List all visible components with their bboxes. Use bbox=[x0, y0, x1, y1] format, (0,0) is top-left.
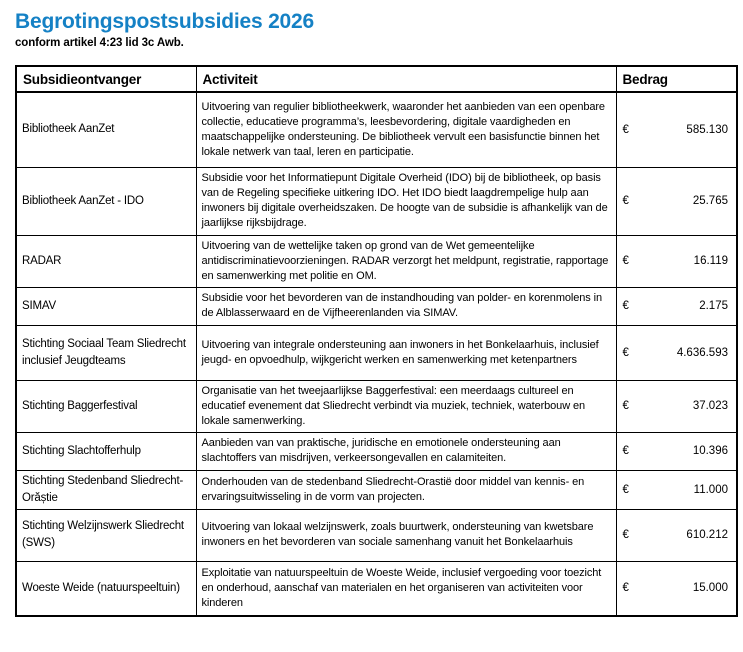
activity-cell: Uitvoering van integrale ondersteuning a… bbox=[195, 324, 617, 381]
amount-cell: € 11.000 bbox=[615, 469, 738, 510]
currency-symbol: € bbox=[622, 400, 629, 413]
recipient-cell: Bibliotheek AanZet bbox=[15, 91, 197, 168]
table-row: Stichting Sociaal Team Sliedrecht inclus… bbox=[15, 324, 738, 381]
amount-value: 37.023 bbox=[692, 400, 728, 413]
currency-symbol: € bbox=[622, 123, 629, 136]
recipient-cell: SIMAV bbox=[15, 286, 197, 326]
table-row: Stichting Baggerfestival Organisatie van… bbox=[15, 379, 738, 433]
activity-cell: Subsidie voor het bevorderen van de inst… bbox=[195, 286, 617, 326]
activity-cell: Subsidie voor het Informatiepunt Digital… bbox=[195, 166, 617, 236]
currency-symbol: € bbox=[622, 445, 629, 458]
amount-cell: € 610.212 bbox=[615, 508, 738, 562]
recipient-cell: Stichting Slachtofferhulp bbox=[15, 431, 197, 471]
table-row: Bibliotheek AanZet - IDO Subsidie voor h… bbox=[15, 166, 738, 236]
amount-cell: € 10.396 bbox=[615, 431, 738, 471]
recipient-cell: Woeste Weide (natuurspeeltuin) bbox=[15, 560, 197, 617]
activity-cell: Uitvoering van de wettelijke taken op gr… bbox=[195, 234, 617, 288]
amount-cell: € 15.000 bbox=[615, 560, 738, 617]
header-recipient: Subsidieontvanger bbox=[15, 65, 197, 94]
table-body: Bibliotheek AanZet Uitvoering van reguli… bbox=[15, 91, 738, 617]
activity-cell: Uitvoering van regulier bibliotheekwerk,… bbox=[195, 91, 617, 168]
recipient-cell: Stichting Stedenband Sliedrecht- Orăștie bbox=[15, 469, 197, 510]
activity-cell: Organisatie van het tweejaarlijkse Bagge… bbox=[195, 379, 617, 433]
header-amount: Bedrag bbox=[615, 65, 738, 94]
amount-value: 2.175 bbox=[699, 300, 728, 313]
table-header-row: Subsidieontvanger Activiteit Bedrag bbox=[15, 65, 738, 94]
currency-symbol: € bbox=[622, 582, 629, 595]
activity-cell: Onderhouden van de stedenband Sliedrecht… bbox=[195, 469, 617, 510]
amount-cell: € 37.023 bbox=[615, 379, 738, 433]
currency-symbol: € bbox=[622, 255, 629, 268]
amount-value: 11.000 bbox=[693, 483, 728, 496]
recipient-cell: Stichting Sociaal Team Sliedrecht inclus… bbox=[15, 324, 197, 381]
page-subtitle: conform artikel 4:23 lid 3c Awb. bbox=[15, 37, 184, 50]
amount-cell: € 585.130 bbox=[615, 91, 738, 168]
table-row: Stichting Stedenband Sliedrecht- Orăștie… bbox=[15, 469, 738, 510]
amount-value: 16.119 bbox=[693, 255, 728, 268]
table-row: Woeste Weide (natuurspeeltuin) Exploitat… bbox=[15, 560, 738, 617]
currency-symbol: € bbox=[622, 346, 629, 359]
table-row: Bibliotheek AanZet Uitvoering van reguli… bbox=[15, 91, 738, 168]
amount-cell: € 4.636.593 bbox=[615, 324, 738, 381]
currency-symbol: € bbox=[622, 195, 629, 208]
activity-cell: Exploitatie van natuurspeeltuin de Woest… bbox=[195, 560, 617, 617]
amount-cell: € 16.119 bbox=[615, 234, 738, 288]
table-row: SIMAV Subsidie voor het bevorderen van d… bbox=[15, 286, 738, 326]
recipient-cell: Bibliotheek AanZet - IDO bbox=[15, 166, 197, 236]
table-row: Stichting Welzijnswerk Sliedrecht (SWS) … bbox=[15, 508, 738, 562]
table-row: RADAR Uitvoering van de wettelijke taken… bbox=[15, 234, 738, 288]
recipient-cell: Stichting Welzijnswerk Sliedrecht (SWS) bbox=[15, 508, 197, 562]
amount-cell: € 2.175 bbox=[615, 286, 738, 326]
currency-symbol: € bbox=[622, 529, 629, 542]
recipient-cell: RADAR bbox=[15, 234, 197, 288]
amount-value: 10.396 bbox=[692, 445, 728, 458]
amount-value: 585.130 bbox=[686, 123, 728, 136]
amount-value: 15.000 bbox=[692, 582, 728, 595]
activity-cell: Aanbieden van van praktische, juridische… bbox=[195, 431, 617, 471]
amount-cell: € 25.765 bbox=[615, 166, 738, 236]
currency-symbol: € bbox=[622, 483, 629, 496]
amount-value: 610.212 bbox=[686, 529, 728, 542]
currency-symbol: € bbox=[622, 300, 629, 313]
recipient-cell: Stichting Baggerfestival bbox=[15, 379, 197, 433]
amount-value: 4.636.593 bbox=[676, 346, 728, 359]
header-activity: Activiteit bbox=[195, 65, 617, 94]
table-row: Stichting Slachtofferhulp Aanbieden van … bbox=[15, 431, 738, 471]
amount-value: 25.765 bbox=[692, 195, 728, 208]
subsidy-table: Subsidieontvanger Activiteit Bedrag Bibl… bbox=[15, 65, 738, 618]
page-title: Begrotingspostsubsidies 2026 bbox=[15, 10, 314, 33]
activity-cell: Uitvoering van lokaal welzijnswerk, zoal… bbox=[195, 508, 617, 562]
